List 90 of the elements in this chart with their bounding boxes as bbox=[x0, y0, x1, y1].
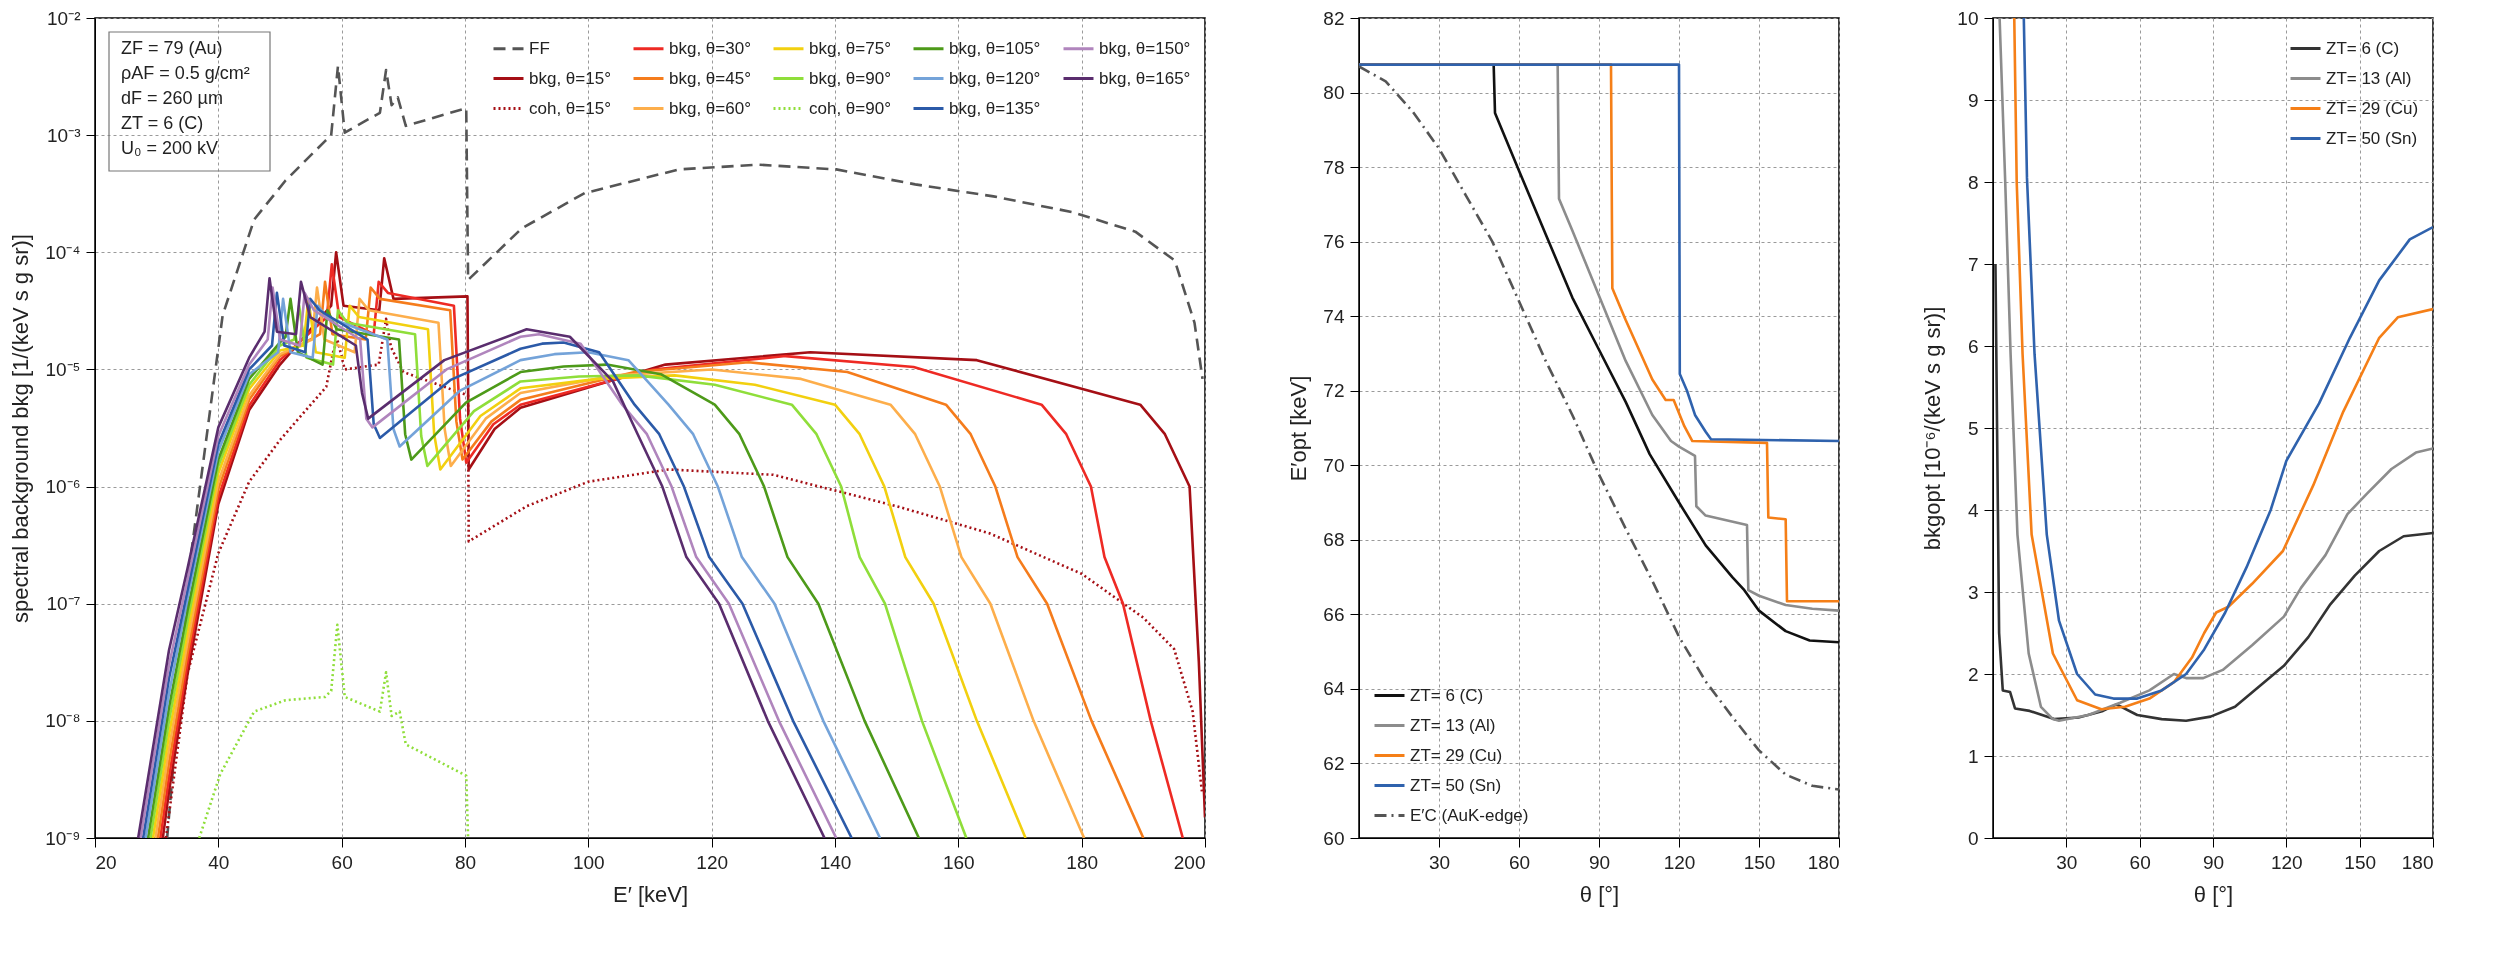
y-tick-label: 3 bbox=[1967, 581, 1979, 603]
y-tick-label: 76 bbox=[1323, 231, 1345, 253]
x-tick-label: 90 bbox=[2202, 851, 2225, 873]
annotation: ρAF = 0.5 g/cm² bbox=[121, 63, 250, 83]
y-tick-label: 6 bbox=[1967, 335, 1979, 357]
x-tick-label: 60 bbox=[1508, 851, 1531, 873]
annotation: ZF = 79 (Au) bbox=[121, 38, 223, 58]
y-tick-label: 8 bbox=[1967, 171, 1979, 193]
y-tick-label: 72 bbox=[1323, 380, 1345, 402]
y-tick-label: 10⁻⁸ bbox=[45, 710, 81, 732]
legend-label: ZT= 50 (Sn) bbox=[1410, 775, 1502, 795]
x-tick-label: 90 bbox=[1588, 851, 1611, 873]
y-axis-title: spectral background bkg [1/(keV s g sr)] bbox=[8, 234, 34, 623]
legend-label: bkg, θ=90° bbox=[809, 68, 891, 88]
legend-label: bkg, θ=105° bbox=[949, 38, 1041, 58]
x-tick-label: 180 bbox=[2401, 851, 2434, 873]
legend-label: coh, θ=90° bbox=[809, 98, 891, 118]
legend-label: FF bbox=[529, 38, 550, 58]
y-tick-label: 1 bbox=[1967, 745, 1979, 767]
y-tick-label: 10⁻⁷ bbox=[46, 593, 81, 615]
legend-label: coh, θ=15° bbox=[529, 98, 611, 118]
legend-label: bkg, θ=120° bbox=[949, 68, 1041, 88]
y-tick-label: 4 bbox=[1967, 499, 1979, 521]
legend-label: bkg, θ=150° bbox=[1099, 38, 1191, 58]
y-tick-label: 64 bbox=[1323, 678, 1345, 700]
y-tick-label: 10⁻³ bbox=[47, 124, 81, 146]
x-tick-label: 40 bbox=[208, 851, 230, 873]
x-tick-label: 150 bbox=[2344, 851, 2377, 873]
x-tick-label: 120 bbox=[696, 851, 729, 873]
y-tick-label: 10⁻² bbox=[47, 7, 81, 29]
y-tick-label: 70 bbox=[1323, 454, 1345, 476]
x-tick-label: 120 bbox=[1663, 851, 1696, 873]
line-series bbox=[197, 623, 470, 838]
legend-label: ZT= 6 (C) bbox=[1410, 685, 1484, 705]
x-tick-label: 140 bbox=[819, 851, 852, 873]
x-tick-label: 180 bbox=[1807, 851, 1840, 873]
x-axis-title: E′ [keV] bbox=[612, 881, 689, 907]
x-tick-label: 120 bbox=[2270, 851, 2303, 873]
legend-label: ZT= 6 (C) bbox=[2326, 38, 2400, 58]
y-tick-label: 9 bbox=[1967, 89, 1979, 111]
legend-label: ZT= 29 (Cu) bbox=[1410, 745, 1503, 765]
legend-label: ZT= 50 (Sn) bbox=[2326, 128, 2418, 148]
legend-label: ZT= 13 (Al) bbox=[1410, 715, 1496, 735]
x-axis-title: θ [°] bbox=[1579, 881, 1620, 907]
line-series bbox=[1994, 262, 2433, 723]
y-tick-label: 7 bbox=[1967, 253, 1979, 275]
x-tick-label: 180 bbox=[1066, 851, 1099, 873]
y-tick-label: 2 bbox=[1967, 663, 1979, 685]
y-tick-label: 10 bbox=[1957, 7, 1979, 29]
x-tick-label: 150 bbox=[1743, 851, 1776, 873]
x-tick-label: 80 bbox=[454, 851, 477, 873]
annotation: U₀ = 200 kV bbox=[121, 138, 219, 158]
x-tick-label: 30 bbox=[2056, 851, 2078, 873]
legend-label: bkg, θ=45° bbox=[669, 68, 751, 88]
y-tick-label: 68 bbox=[1323, 529, 1345, 551]
y-tick-label: 80 bbox=[1323, 82, 1345, 104]
y-tick-label: 10⁻⁵ bbox=[45, 358, 81, 380]
y-tick-label: 82 bbox=[1323, 7, 1345, 29]
x-axis-title: θ [°] bbox=[2193, 881, 2234, 907]
y-tick-label: 10⁻⁹ bbox=[45, 827, 81, 849]
y-tick-label: 78 bbox=[1323, 156, 1345, 178]
x-tick-label: 160 bbox=[942, 851, 975, 873]
legend-label: bkg, θ=75° bbox=[809, 38, 891, 58]
legend-label: bkg, θ=15° bbox=[529, 68, 611, 88]
y-tick-label: 10⁻⁶ bbox=[45, 476, 81, 498]
legend-label: bkg, θ=165° bbox=[1099, 68, 1191, 88]
y-tick-label: 10⁻⁴ bbox=[45, 241, 81, 263]
y-tick-label: 0 bbox=[1967, 827, 1979, 849]
y-tick-label: 62 bbox=[1323, 752, 1345, 774]
x-tick-label: 20 bbox=[95, 851, 117, 873]
annotation: ZT = 6 (C) bbox=[121, 113, 204, 133]
legend-label: bkg, θ=135° bbox=[949, 98, 1041, 118]
x-tick-label: 100 bbox=[572, 851, 605, 873]
x-tick-label: 60 bbox=[331, 851, 353, 873]
y-tick-label: 66 bbox=[1323, 603, 1345, 625]
x-tick-label: 60 bbox=[2129, 851, 2151, 873]
legend-label: bkg, θ=30° bbox=[669, 38, 751, 58]
y-tick-label: 60 bbox=[1323, 827, 1345, 849]
x-tick-label: 30 bbox=[1428, 851, 1451, 873]
annotation: dF = 260 µm bbox=[121, 88, 223, 108]
line-series bbox=[1359, 63, 1839, 443]
y-axis-title: bkgopt [10⁻⁶/(keV s g sr)] bbox=[1920, 306, 1946, 551]
legend-label: ZT= 29 (Cu) bbox=[2326, 98, 2419, 118]
y-tick-label: 5 bbox=[1967, 417, 1979, 439]
legend-label: bkg, θ=60° bbox=[669, 98, 751, 118]
x-tick-label: 200 bbox=[1173, 851, 1206, 873]
legend-label: ZT= 13 (Al) bbox=[2326, 68, 2412, 88]
legend-label: E′C (AuK-edge) bbox=[1410, 805, 1529, 825]
y-axis-title: E′opt [keV] bbox=[1286, 375, 1312, 482]
y-tick-label: 74 bbox=[1323, 305, 1345, 327]
